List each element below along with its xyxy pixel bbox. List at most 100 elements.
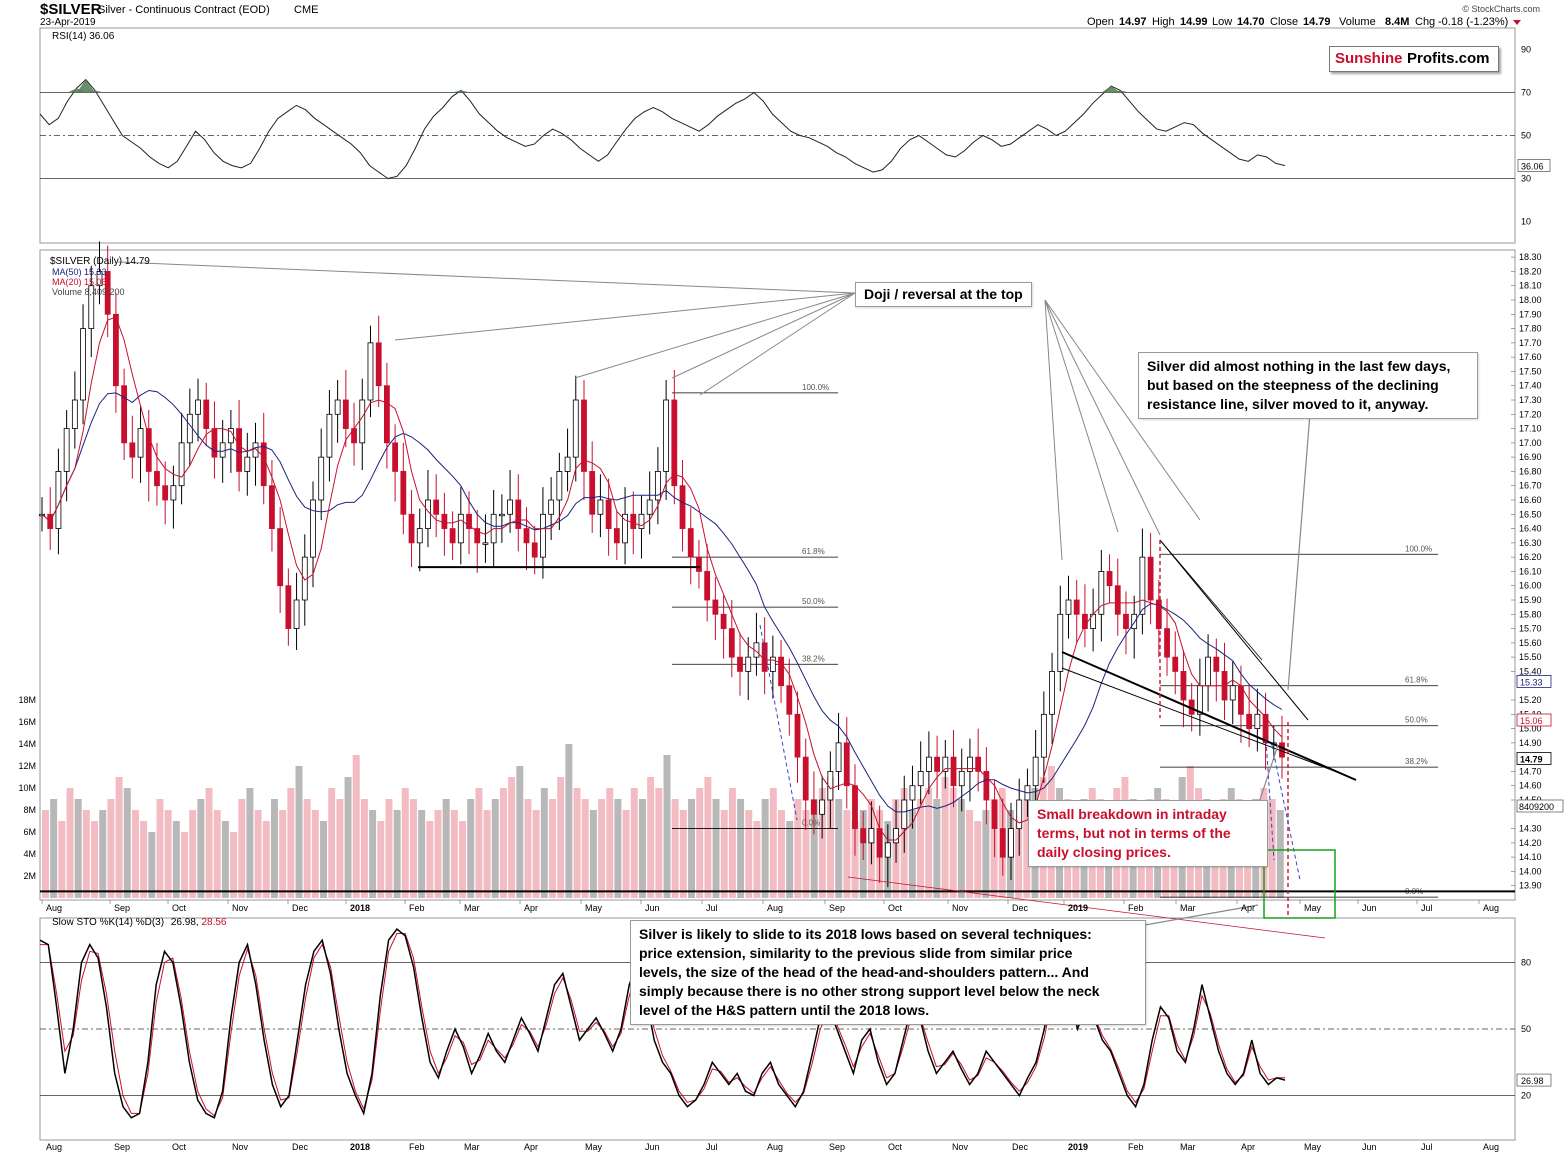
price-month-label: May	[585, 903, 603, 913]
candle-body	[113, 313, 119, 387]
price-tick-label: 18.30	[1519, 252, 1542, 262]
open-label: Open	[1087, 16, 1114, 28]
candle-body	[326, 413, 333, 458]
chg-label: Chg	[1415, 16, 1435, 28]
rsi-value-flag	[1517, 159, 1551, 172]
breakdown-line-1: Small breakdown in intraday	[1037, 806, 1227, 822]
volume-bar	[197, 799, 205, 898]
price-tick-label: 16.00	[1519, 581, 1542, 591]
rsi-overbought-fill	[76, 79, 95, 93]
slide-line-5: level of the H&S pattern until the 2018 …	[639, 1002, 930, 1018]
sto-value-flag-label: 26.98	[1521, 1076, 1544, 1086]
candle-body	[71, 399, 78, 429]
volume-bar	[369, 810, 377, 898]
volume-bar	[82, 810, 90, 898]
price-tick-label: 14.00	[1519, 866, 1542, 876]
volume-bar	[189, 810, 197, 898]
price-month-label: Jul	[706, 903, 718, 913]
volume-bar	[377, 821, 385, 898]
candle-body	[843, 742, 850, 787]
fib-label-right: 61.8%	[1405, 676, 1428, 685]
volume-bar	[238, 799, 246, 898]
sto-month-label: 2018	[350, 1142, 370, 1152]
sto-month-label: May	[1304, 1142, 1322, 1152]
price-month-label: 2018	[350, 903, 370, 913]
rsi-tick-label: 70	[1521, 88, 1531, 98]
chart-grid	[40, 92, 1515, 1096]
sto-month-label: Dec	[1012, 1142, 1029, 1152]
high-value: 14.99	[1180, 16, 1208, 28]
volume-bar	[655, 788, 663, 898]
candle-body	[679, 485, 686, 529]
fib-label-right: 50.0%	[1405, 716, 1428, 725]
sto-month-label: Sep	[829, 1142, 845, 1152]
volume-bar	[475, 788, 483, 898]
volume-bar	[704, 777, 712, 898]
candle-body	[630, 513, 637, 529]
candle-body	[375, 342, 382, 387]
volume-bar	[1023, 799, 1031, 898]
fib-label-left: 100.0%	[802, 383, 829, 392]
volume-label: Volume	[1339, 16, 1376, 28]
volume-bar	[941, 777, 949, 898]
candle-body	[425, 499, 431, 529]
candle-body	[1205, 656, 1211, 687]
red-diagonal-line	[847, 876, 1326, 939]
close-value: 14.79	[1303, 16, 1331, 28]
doji-pointer-line	[394, 292, 856, 341]
candle-body	[1246, 713, 1253, 729]
candle-body	[1106, 571, 1113, 587]
price-tick-label: 16.80	[1519, 466, 1542, 476]
candle-body	[342, 399, 349, 429]
candle-body	[121, 385, 128, 444]
candle-body	[884, 842, 891, 858]
volume-bar	[908, 810, 916, 898]
volume-bar	[311, 810, 319, 898]
doji-pointer-line	[699, 292, 856, 396]
candle-body	[786, 685, 793, 715]
price-tick-label: 17.40	[1519, 381, 1542, 391]
volume-bar	[50, 799, 58, 898]
rsi-value-flag-label: 36.06	[1521, 161, 1544, 171]
doji-text: Doji / reversal at the top	[864, 286, 1023, 302]
volume-bar	[688, 799, 696, 898]
volume-bar	[499, 788, 507, 898]
volume-bar	[851, 821, 859, 898]
volume-bar	[213, 810, 221, 898]
candle-body	[310, 499, 316, 558]
candle-body	[654, 471, 661, 501]
volume-bar	[508, 777, 516, 898]
candle-body	[104, 271, 111, 315]
volume-bar	[270, 799, 278, 898]
candle-body	[967, 756, 973, 772]
price-month-label: Dec	[1012, 903, 1029, 913]
candle-body	[802, 756, 809, 801]
volume-bar	[467, 799, 475, 898]
doji-pointer-line	[671, 292, 856, 379]
volume-bar	[835, 799, 843, 898]
volume-bar	[532, 810, 540, 898]
volume-bar	[344, 777, 352, 898]
rsi-overbought-fill	[85, 90, 105, 93]
fib-label-left: 0.0%	[802, 819, 820, 828]
candle-body	[1008, 828, 1014, 858]
target-box	[1263, 849, 1336, 919]
candle-body	[482, 542, 489, 545]
candle-body	[236, 428, 242, 472]
volume-tick-label: 4M	[23, 849, 36, 859]
volume-bar	[696, 788, 704, 898]
candle-body	[507, 499, 513, 515]
price-month-label: Nov	[952, 903, 969, 913]
candle-body	[638, 513, 645, 529]
candle-body	[384, 385, 390, 444]
sto-month-label: May	[585, 1142, 603, 1152]
candle-body	[720, 613, 727, 629]
volume-bar	[74, 799, 82, 898]
price-value-flag-label: 15.06	[1520, 716, 1543, 726]
volume-bar	[516, 766, 524, 898]
candle-body	[622, 513, 628, 544]
candle-body	[597, 499, 604, 515]
price-month-label: Apr	[1241, 903, 1255, 913]
price-tick-label: 17.50	[1519, 366, 1542, 376]
rsi-series-line	[39, 78, 1286, 180]
